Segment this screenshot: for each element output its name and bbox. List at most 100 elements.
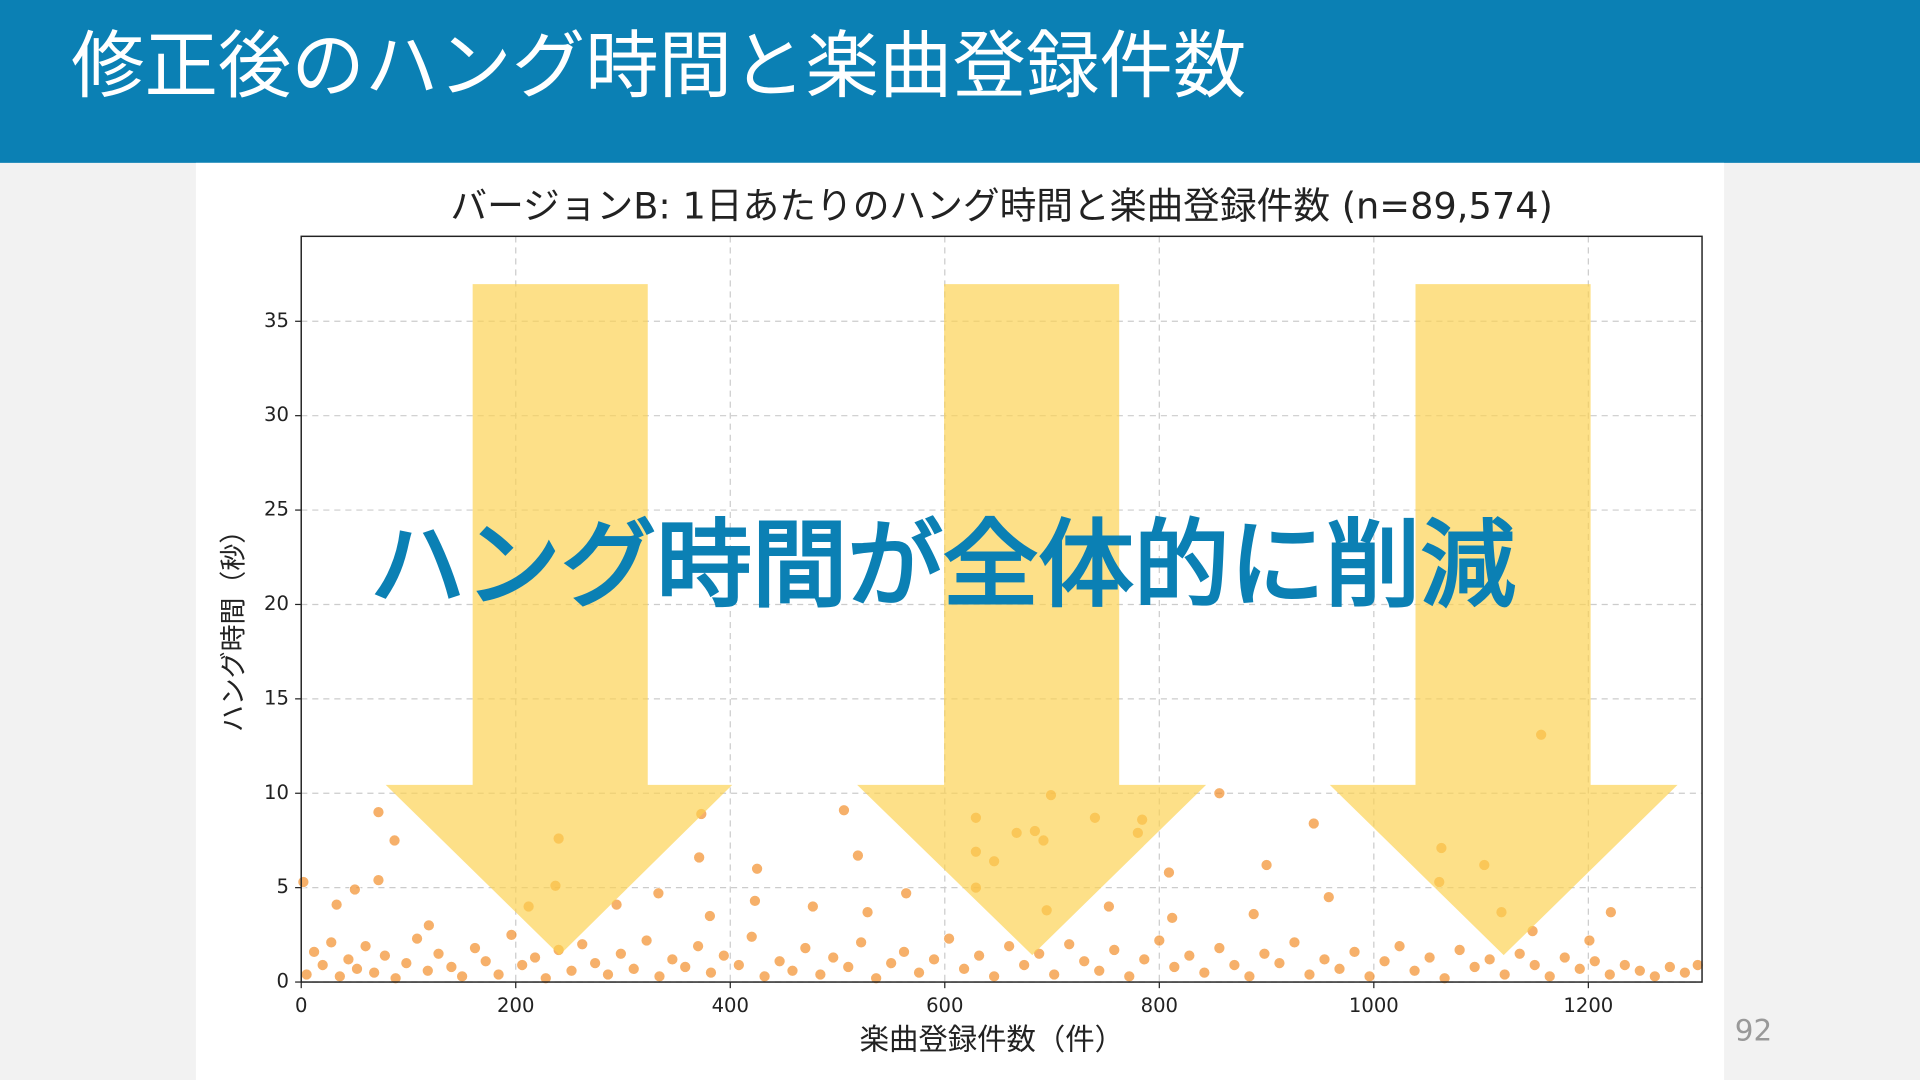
point	[806, 900, 819, 913]
point	[988, 970, 1001, 983]
point	[529, 951, 541, 964]
point	[432, 947, 445, 960]
point	[842, 961, 855, 973]
point	[1258, 947, 1271, 960]
y-tick-label: 35	[264, 309, 289, 332]
point	[704, 910, 716, 922]
point	[786, 964, 799, 977]
point	[943, 932, 955, 945]
y-tick-label: 15	[264, 686, 289, 709]
points	[297, 728, 1704, 985]
arrow	[1329, 284, 1678, 956]
point	[679, 961, 692, 973]
point	[342, 953, 355, 966]
x-tick-label: 200	[497, 994, 534, 1017]
point	[325, 936, 338, 949]
point	[885, 957, 898, 970]
point	[870, 972, 883, 985]
x-tick-label: 1200	[1563, 994, 1613, 1017]
point	[1213, 942, 1226, 954]
point	[640, 934, 653, 947]
point	[1093, 964, 1106, 977]
y-tick-label: 30	[264, 403, 289, 426]
point	[827, 951, 840, 964]
x-tick-label: 600	[926, 994, 963, 1017]
point	[1573, 962, 1586, 975]
point	[372, 874, 385, 886]
point	[1453, 944, 1466, 956]
point	[1213, 787, 1226, 800]
point	[1588, 955, 1601, 968]
point	[1103, 900, 1115, 913]
point	[379, 949, 391, 962]
point	[1307, 817, 1320, 830]
point	[1679, 966, 1691, 979]
point	[627, 962, 640, 975]
annotation: ハング時間が全体的に削減	[370, 509, 1516, 621]
point	[479, 955, 492, 968]
point	[351, 962, 363, 975]
point	[1393, 940, 1406, 953]
point	[411, 932, 423, 945]
arrow	[385, 284, 733, 956]
arrow	[857, 284, 1207, 956]
point	[610, 898, 623, 911]
point	[928, 953, 940, 966]
point	[958, 962, 970, 975]
point	[1166, 911, 1179, 924]
point	[400, 957, 413, 970]
point	[300, 968, 313, 981]
point	[372, 806, 385, 819]
point	[1438, 972, 1451, 985]
y-tick-label: 10	[264, 781, 289, 804]
point	[1408, 964, 1421, 977]
point	[316, 959, 329, 971]
point	[758, 970, 771, 983]
point	[1123, 970, 1136, 983]
point	[388, 834, 401, 847]
point	[602, 968, 614, 981]
y-axis-label: ハング時間（秒）	[219, 517, 250, 732]
point	[1273, 957, 1286, 970]
plot-frame	[300, 235, 1703, 983]
point	[1543, 970, 1556, 983]
point	[814, 968, 827, 981]
point	[308, 945, 320, 958]
point	[1648, 970, 1661, 983]
point	[1063, 938, 1076, 951]
point	[732, 959, 745, 971]
arrows	[385, 284, 1678, 956]
point	[666, 953, 679, 966]
point	[1603, 968, 1616, 981]
point	[1423, 951, 1436, 964]
point	[653, 970, 666, 983]
point	[1138, 953, 1151, 966]
x-tick-label: 800	[1141, 994, 1178, 1017]
point	[852, 849, 864, 862]
point	[1243, 970, 1256, 983]
point	[973, 949, 985, 962]
y-tick-label: 20	[264, 592, 289, 615]
x-axis-label: 楽曲登録件数（件）	[860, 1022, 1124, 1056]
page-number: 92	[1735, 1014, 1772, 1048]
point	[1513, 947, 1526, 960]
point	[1618, 959, 1631, 971]
point	[1078, 955, 1091, 968]
slide-title: 修正後のハング時間と楽曲登録件数	[71, 24, 1246, 109]
point	[516, 959, 529, 971]
point	[1003, 940, 1016, 953]
point	[1604, 906, 1617, 919]
y-tick-label: 25	[264, 498, 289, 521]
point	[492, 968, 505, 981]
point	[1168, 961, 1181, 973]
point	[1318, 953, 1331, 966]
point	[297, 876, 310, 888]
point	[539, 972, 552, 985]
point	[717, 949, 730, 962]
point	[1378, 955, 1391, 968]
point	[505, 928, 518, 941]
point	[1468, 961, 1481, 973]
y-tick-label: 0	[277, 970, 289, 993]
chart-title: バージョンB: 1日あたりのハング時間と楽曲登録件数 (n=89,574)	[450, 185, 1553, 228]
